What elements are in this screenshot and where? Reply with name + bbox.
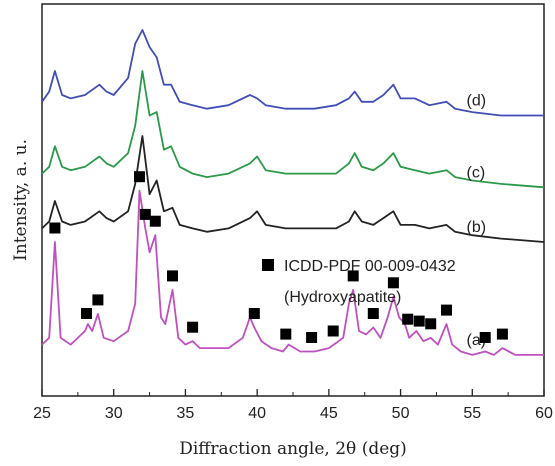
- reference-marker-20: [496, 328, 508, 340]
- x-tick-label-3: 40: [248, 405, 266, 422]
- x-tick-label-4: 45: [320, 405, 338, 422]
- reference-marker-7: [187, 321, 199, 333]
- x-axis-label: Diffraction angle, 2θ (deg): [179, 439, 407, 459]
- series-label-2: (c): [467, 164, 486, 181]
- legend-marker: [262, 259, 274, 271]
- series-line-3: [41, 29, 544, 117]
- series-line-1: [41, 135, 545, 243]
- reference-marker-3: [134, 171, 145, 183]
- reference-marker-8: [248, 308, 260, 319]
- reference-marker-1: [81, 308, 92, 319]
- x-axis-ticks: 25 30 35 40 45 50 55 60: [33, 389, 553, 422]
- reference-marker-9: [280, 328, 292, 340]
- reference-marker-0: [49, 222, 61, 234]
- reference-marker-16: [413, 315, 425, 327]
- reference-marker-19: [479, 332, 491, 343]
- reference-marker-10: [306, 332, 318, 343]
- legend: ICDD-PDF 00-009-0432 (Hydroxyapatite): [262, 258, 456, 306]
- reference-marker-4: [139, 208, 151, 220]
- reference-marker-2: [92, 294, 104, 306]
- reference-marker-6: [167, 270, 178, 282]
- reference-marker-18: [441, 304, 452, 316]
- reference-marker-11: [327, 325, 339, 337]
- legend-line-2: (Hydroxyapatite): [284, 289, 401, 306]
- reference-marker-12: [347, 270, 359, 282]
- reference-markers: [49, 171, 508, 343]
- x-tick-label-7: 60: [535, 405, 553, 422]
- x-tick-label-2: 35: [177, 405, 195, 422]
- x-tick-label-1: 30: [105, 405, 123, 422]
- reference-marker-5: [149, 215, 161, 227]
- x-tick-label-5: 50: [392, 405, 410, 422]
- x-tick-label-6: 55: [463, 405, 481, 422]
- legend-line-1: ICDD-PDF 00-009-0432: [284, 258, 456, 275]
- series-layer: (a)(b)(c)(d): [41, 29, 545, 356]
- reference-marker-17: [425, 318, 437, 330]
- reference-marker-15: [402, 313, 414, 325]
- reference-marker-13: [367, 308, 379, 319]
- y-axis-label: Intensity, a. u.: [11, 139, 31, 261]
- series-line-0: [41, 189, 544, 356]
- x-tick-label-0: 25: [33, 405, 51, 422]
- series-label-1: (b): [467, 219, 487, 236]
- series-label-3: (d): [467, 93, 487, 110]
- reference-marker-14: [387, 277, 399, 289]
- series-line-2: [41, 70, 545, 189]
